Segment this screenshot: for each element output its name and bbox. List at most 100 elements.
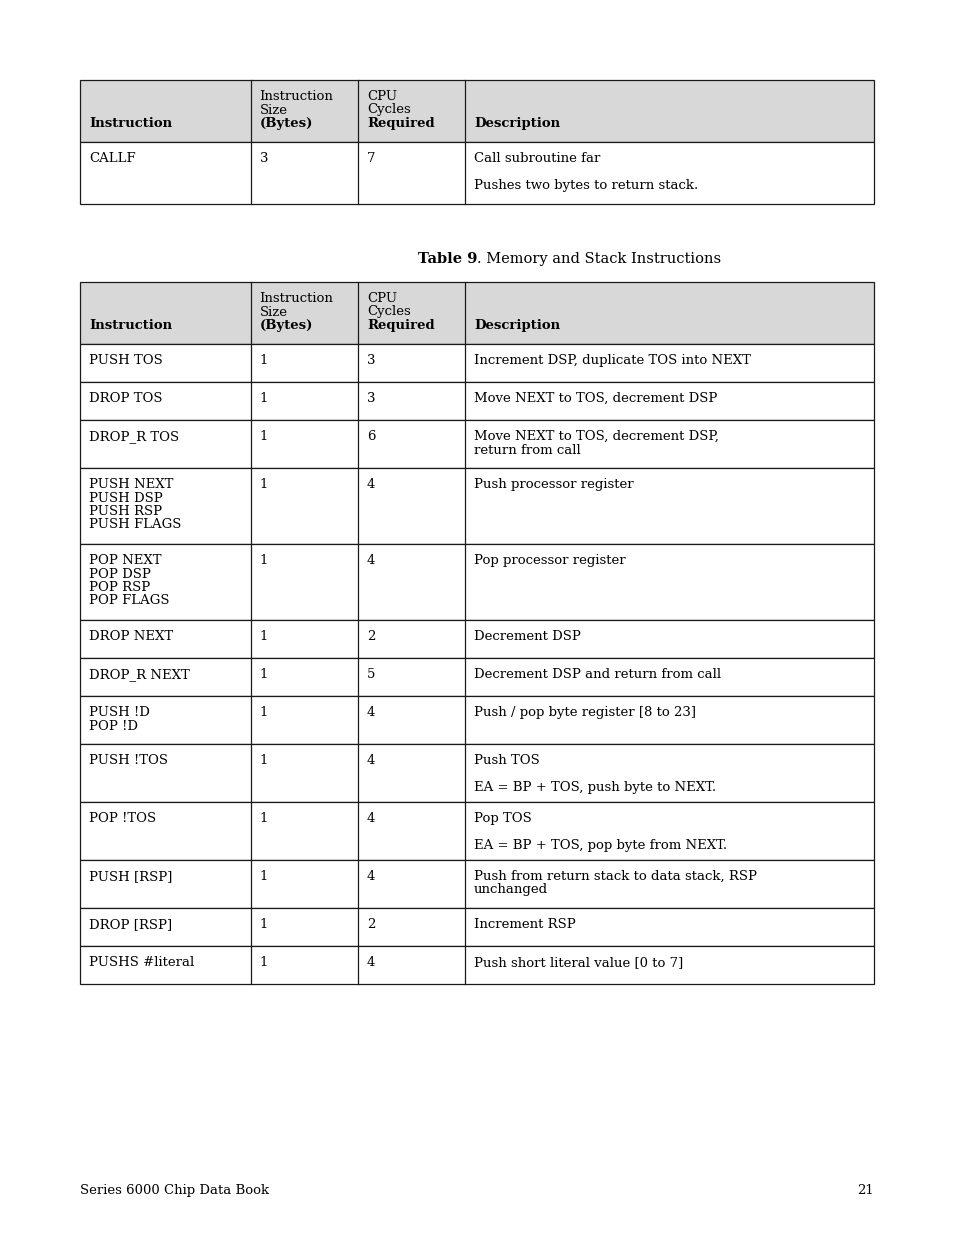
Text: Move NEXT to TOS, decrement DSP: Move NEXT to TOS, decrement DSP [474,391,717,405]
Text: Pop processor register: Pop processor register [474,555,625,567]
Text: 1: 1 [259,918,268,931]
Text: EA = BP + TOS, pop byte from NEXT.: EA = BP + TOS, pop byte from NEXT. [474,839,726,852]
Text: 4: 4 [367,956,375,969]
Text: 1: 1 [259,391,268,405]
Text: PUSH FLAGS: PUSH FLAGS [89,519,181,531]
Text: PUSH TOS: PUSH TOS [89,354,163,367]
Text: 4: 4 [367,478,375,492]
Text: PUSH [RSP]: PUSH [RSP] [89,869,172,883]
Bar [80,946,873,984]
Text: . Memory and Stack Instructions: . Memory and Stack Instructions [476,252,720,266]
Text: PUSH !D: PUSH !D [89,706,150,719]
Text: POP DSP: POP DSP [89,568,151,580]
Bar [80,382,873,420]
Text: 2: 2 [367,918,375,931]
Text: Increment DSP, duplicate TOS into NEXT: Increment DSP, duplicate TOS into NEXT [474,354,750,367]
Text: 1: 1 [259,869,268,883]
Text: CALLF: CALLF [89,152,135,165]
Text: Increment RSP: Increment RSP [474,918,576,931]
Bar [80,543,873,620]
Text: POP FLAGS: POP FLAGS [89,594,170,608]
Text: PUSH RSP: PUSH RSP [89,505,162,517]
Text: EA = BP + TOS, push byte to NEXT.: EA = BP + TOS, push byte to NEXT. [474,781,716,794]
Text: Move NEXT to TOS, decrement DSP,: Move NEXT to TOS, decrement DSP, [474,430,719,443]
Text: 1: 1 [259,478,268,492]
Bar [80,468,873,543]
Bar [80,860,873,908]
Text: 2: 2 [367,630,375,643]
Text: 6: 6 [367,430,375,443]
Bar [80,743,873,802]
Text: Call subroutine far: Call subroutine far [474,152,599,165]
Text: DROP NEXT: DROP NEXT [89,630,172,643]
Text: 4: 4 [367,755,375,767]
Bar [80,142,873,204]
Text: 7: 7 [367,152,375,165]
Text: Instruction: Instruction [259,291,334,305]
Text: 1: 1 [259,755,268,767]
Bar [80,620,873,658]
Text: Pushes two bytes to return stack.: Pushes two bytes to return stack. [474,179,698,191]
Bar [80,697,873,743]
Text: Required: Required [367,319,434,332]
Text: Push processor register: Push processor register [474,478,633,492]
Bar [80,908,873,946]
Text: Push from return stack to data stack, RSP: Push from return stack to data stack, RS… [474,869,757,883]
Text: Instruction: Instruction [259,90,334,103]
Text: 1: 1 [259,706,268,719]
Bar [80,282,873,345]
Text: Cycles: Cycles [367,305,410,319]
Text: Size: Size [259,104,288,116]
Text: DROP [RSP]: DROP [RSP] [89,918,172,931]
Text: 3: 3 [259,152,268,165]
Bar [80,345,873,382]
Text: PUSH DSP: PUSH DSP [89,492,163,505]
Text: Instruction: Instruction [89,319,172,332]
Text: Push TOS: Push TOS [474,755,539,767]
Text: Series 6000 Chip Data Book: Series 6000 Chip Data Book [80,1184,269,1197]
Text: 1: 1 [259,630,268,643]
Text: Table 9: Table 9 [417,252,476,266]
Text: Push short literal value [0 to 7]: Push short literal value [0 to 7] [474,956,682,969]
Text: return from call: return from call [474,443,580,457]
Text: DROP_R NEXT: DROP_R NEXT [89,668,190,680]
Text: CPU: CPU [367,291,396,305]
Text: POP !TOS: POP !TOS [89,811,156,825]
Text: 1: 1 [259,811,268,825]
Text: 5: 5 [367,668,375,680]
Text: (Bytes): (Bytes) [259,319,313,332]
Bar [80,80,873,142]
Text: 3: 3 [367,354,375,367]
Bar [80,420,873,468]
Bar [80,802,873,860]
Text: Decrement DSP and return from call: Decrement DSP and return from call [474,668,720,680]
Text: 21: 21 [857,1184,873,1197]
Text: PUSHS #literal: PUSHS #literal [89,956,194,969]
Text: PUSH !TOS: PUSH !TOS [89,755,168,767]
Text: DROP TOS: DROP TOS [89,391,162,405]
Text: (Bytes): (Bytes) [259,117,313,130]
Text: DROP_R TOS: DROP_R TOS [89,430,179,443]
Text: 3: 3 [367,391,375,405]
Text: CPU: CPU [367,90,396,103]
Text: Required: Required [367,117,434,130]
Text: Cycles: Cycles [367,104,410,116]
Text: Pop TOS: Pop TOS [474,811,531,825]
Text: PUSH NEXT: PUSH NEXT [89,478,173,492]
Text: unchanged: unchanged [474,883,548,897]
Text: 1: 1 [259,956,268,969]
Text: Instruction: Instruction [89,117,172,130]
Text: Decrement DSP: Decrement DSP [474,630,580,643]
Text: Push / pop byte register [8 to 23]: Push / pop byte register [8 to 23] [474,706,696,719]
Text: Description: Description [474,319,559,332]
Text: Size: Size [259,305,288,319]
Text: 1: 1 [259,555,268,567]
Text: 4: 4 [367,869,375,883]
Text: 1: 1 [259,430,268,443]
Text: POP !D: POP !D [89,720,138,732]
Bar [80,658,873,697]
Text: 1: 1 [259,354,268,367]
Text: 4: 4 [367,811,375,825]
Text: POP NEXT: POP NEXT [89,555,161,567]
Text: 4: 4 [367,555,375,567]
